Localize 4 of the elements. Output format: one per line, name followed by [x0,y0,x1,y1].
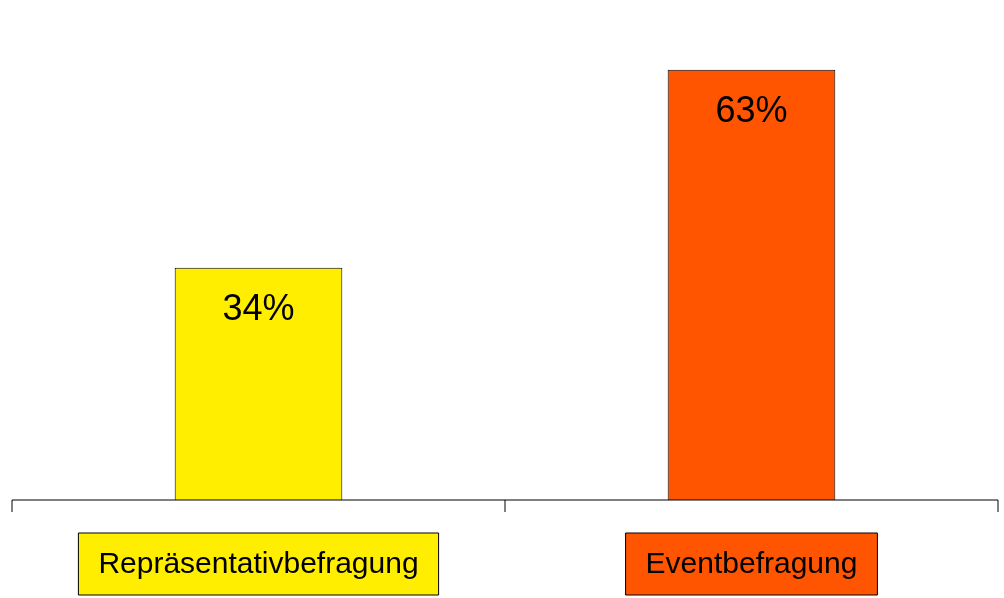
data-label: 34% [222,286,295,328]
x-tick-label: Eventbefragung [645,546,858,580]
data-label: 63% [715,88,788,130]
x-tick-label: Repräsentativbefragung [98,546,419,580]
